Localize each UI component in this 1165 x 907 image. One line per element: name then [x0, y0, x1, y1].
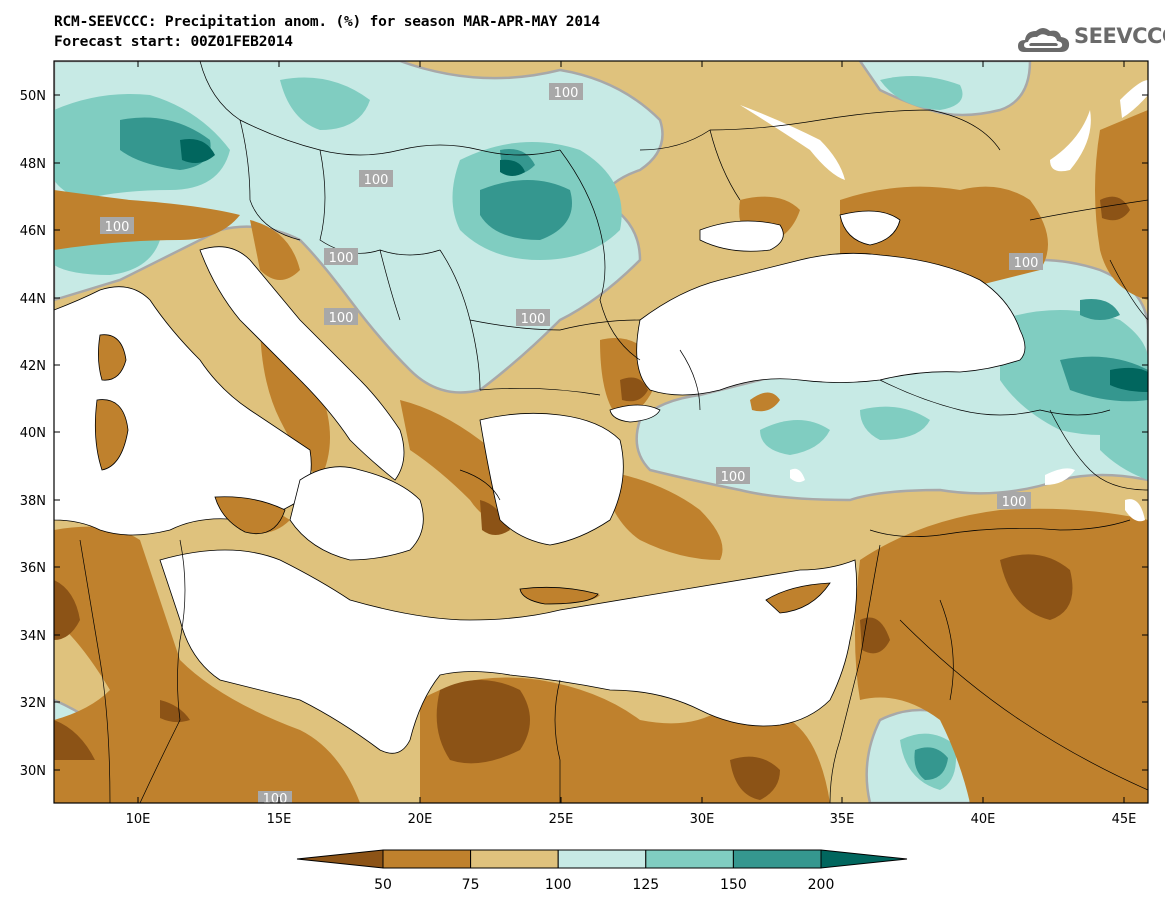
lat-label-40n: 40N: [20, 426, 46, 441]
latitude-labels: 50N 48N 46N 44N 42N 40N 38N 36N 34N 32N …: [20, 89, 46, 779]
islands: [94, 334, 831, 614]
lat-label-42n: 42N: [20, 359, 46, 374]
svg-text:100: 100: [329, 311, 354, 326]
lat-label-34n: 34N: [20, 629, 46, 644]
lat-label-36n: 36N: [20, 561, 46, 576]
colorbar: [296, 849, 908, 869]
contour-label: 100: [997, 492, 1031, 510]
svg-text:100: 100: [721, 470, 746, 485]
svg-text:100: 100: [105, 220, 130, 235]
svg-text:100: 100: [1014, 256, 1039, 271]
lat-label-48n: 48N: [20, 157, 46, 172]
svg-text:100: 100: [263, 792, 288, 807]
sea-areas: [54, 210, 1026, 754]
lat-label-38n: 38N: [20, 494, 46, 509]
colorbar-label: 100: [545, 877, 572, 893]
colorbar-segment: [557, 849, 647, 869]
latitude-axis: [54, 94, 1148, 771]
svg-text:100: 100: [554, 86, 579, 101]
contour-label: 100: [516, 309, 550, 327]
lon-label-10e: 10E: [126, 812, 151, 827]
colorbar-labels: 50 75 100 125 150 200: [374, 877, 834, 893]
contour-label: 100: [100, 217, 134, 235]
contour-label: 100: [1009, 253, 1043, 271]
colorbar-segment: [470, 849, 559, 869]
svg-text:100: 100: [329, 251, 354, 266]
colorbar-label: 200: [808, 877, 835, 893]
colorbar-label: 125: [632, 877, 659, 893]
lat-label-50n: 50N: [20, 89, 46, 104]
colorbar-segment: [820, 849, 908, 869]
lat-label-32n: 32N: [20, 696, 46, 711]
svg-text:100: 100: [364, 173, 389, 188]
svg-text:100: 100: [521, 312, 546, 327]
contour-labels: 100 100 100 100 100 100 100 100 100 100: [100, 83, 1043, 807]
lat-label-44n: 44N: [20, 292, 46, 307]
lon-label-35e: 35E: [830, 812, 855, 827]
colorbar-segment: [296, 849, 384, 869]
colorbar-segment: [645, 849, 734, 869]
contour-label: 100: [549, 83, 583, 101]
lat-label-46n: 46N: [20, 224, 46, 239]
cloud-logo-icon: [1018, 28, 1070, 52]
svg-text:100: 100: [1002, 495, 1027, 510]
lon-label-15e: 15E: [267, 812, 292, 827]
forecast-start-subtitle: Forecast start: 00Z01FEB2014: [54, 34, 293, 50]
very-dry-anomaly-regions: [54, 196, 1130, 800]
seevccc-logo: SEEVCCC: [1016, 22, 1165, 56]
colorbar-label: 50: [374, 877, 392, 893]
colorbar-segment: [732, 849, 822, 869]
contour-label: 100: [359, 170, 393, 188]
lon-label-45e: 45E: [1112, 812, 1137, 827]
lon-label-30e: 30E: [690, 812, 715, 827]
map-title: RCM-SEEVCCC: Precipitation anom. (%) for…: [54, 14, 600, 30]
colorbar-label: 150: [720, 877, 747, 893]
contour-label: 100: [258, 791, 292, 807]
contour-label: 100: [324, 248, 358, 266]
colorbar-segment: [382, 849, 472, 869]
map-plot-area: 100 100 100 100 100 100 100 100 100 100: [54, 61, 1148, 807]
longitude-axis: [137, 61, 1125, 803]
lon-label-20e: 20E: [408, 812, 433, 827]
country-borders: [79, 61, 1148, 803]
lon-label-40e: 40E: [971, 812, 996, 827]
colorbar-label: 75: [462, 877, 480, 893]
logo-text: SEEVCCC: [1074, 24, 1165, 48]
contour-label: 100: [716, 467, 750, 485]
contour-label: 100: [324, 308, 358, 326]
lon-label-25e: 25E: [549, 812, 574, 827]
longitude-labels: 10E 15E 20E 25E 30E 35E 40E 45E: [126, 812, 1137, 827]
lat-label-30n: 30N: [20, 764, 46, 779]
masked-areas: [740, 80, 1148, 522]
